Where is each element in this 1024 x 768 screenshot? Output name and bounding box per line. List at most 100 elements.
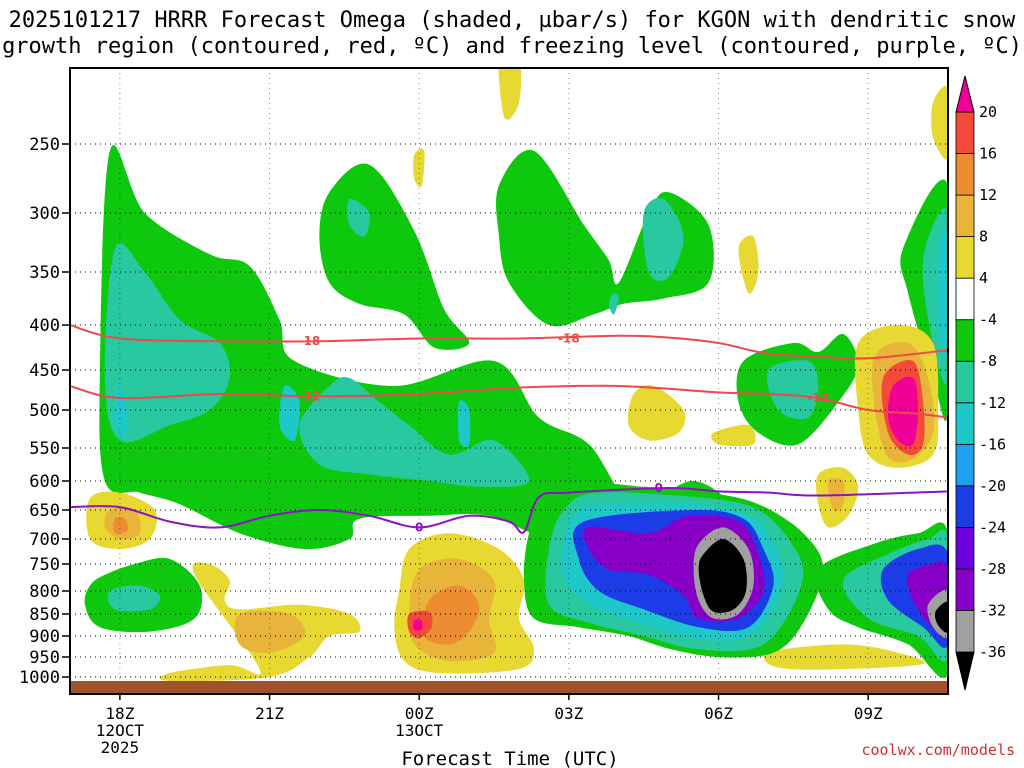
y-tick-label-650: 650 [29, 501, 60, 521]
omega-region-upper-left-teal [104, 242, 231, 443]
y-tick-label-250: 250 [29, 135, 60, 155]
colorbar-segment-7 [955, 360, 975, 404]
omega-region-warm-center-orange [422, 585, 480, 645]
colorbar-label-16: 16 [979, 145, 997, 163]
omega-region-bottom-yellow-right [763, 644, 925, 670]
x-tick-label-18Z-2: 2025 [101, 738, 140, 757]
colorbar-extend-high [955, 75, 975, 113]
colorbar-extend-low [955, 651, 975, 691]
plot-frame [69, 67, 949, 695]
colorbar-label--36: -36 [979, 643, 1006, 661]
omega-region-top-green-1-teal [347, 198, 371, 237]
colorbar-label--8: -8 [979, 352, 997, 370]
colorbar-segment-11 [955, 194, 975, 238]
x-tick-label-03Z-0: 03Z [554, 704, 583, 723]
colorbar-label-20: 20 [979, 103, 997, 121]
omega-region-mid-cyan-1 [279, 385, 300, 442]
omega-region-top-green-2-teal [642, 197, 684, 282]
colorbar-label--24: -24 [979, 518, 1006, 536]
omega-region-lower-orange-mid [234, 610, 306, 654]
y-tick-label-500: 500 [29, 401, 60, 421]
colorbar-segment-8 [955, 319, 975, 362]
colorbar: -36 -32 -28 -24 -20 -16 -12 -8 -4 4 8 12 16 20 [955, 75, 1006, 691]
contour-label-4: 0 [415, 520, 423, 534]
y-tick-label-350: 350 [29, 263, 60, 283]
y-tick-label-300: 300 [29, 204, 60, 224]
y-tick-label-550: 550 [29, 439, 60, 459]
omega-region-lower-left-orange2 [113, 517, 128, 534]
colorbar-label--16: -16 [979, 435, 1006, 453]
colorbar-segment-10 [955, 236, 975, 279]
y-tick-label-900: 900 [29, 627, 60, 647]
y-tick-label-800: 800 [29, 582, 60, 602]
y-tick-label-750: 750 [29, 555, 60, 575]
omega-region-top-green-1 [319, 163, 470, 350]
omega-region-right-mid-teal [766, 360, 819, 420]
colorbar-segment-5 [955, 443, 975, 487]
colorbar-segment-3 [955, 526, 975, 570]
omega-region-right-upper-warm-magenta [887, 376, 919, 447]
contour-label-5: 0 [654, 481, 662, 495]
colorbar-label--32: -32 [979, 601, 1006, 619]
y-tick-label-400: 400 [29, 316, 60, 336]
chart-title-line1: 2025101217 HRRR Forecast Omega (shaded, … [9, 8, 1016, 33]
contour-dgz-minus12 [70, 384, 948, 419]
omega-region-right-cold-black [934, 601, 948, 633]
contour-label-0: -18 [299, 334, 321, 348]
contour-dgz-minus18 [70, 324, 948, 360]
colorbar-label-4: 4 [979, 269, 988, 287]
omega-region-small-yellow-5 [931, 85, 948, 160]
colorbar-segment-4 [955, 485, 975, 528]
colorbar-label-12: 12 [979, 186, 997, 204]
omega-region-small-yellow-3 [498, 68, 522, 120]
omega-shading-layer [84, 68, 948, 682]
colorbar-label--28: -28 [979, 560, 1006, 578]
colorbar-segment-6 [955, 402, 975, 445]
contour-label-3: -12 [807, 391, 829, 405]
x-tick-label-09Z-0: 09Z [854, 704, 883, 723]
omega-region-top-green-2-teal-b [608, 293, 619, 315]
y-tick-label-700: 700 [29, 530, 60, 550]
y-axis: 2503003504004505005506006507007508008509… [19, 135, 70, 688]
colorbar-segment-13 [955, 111, 975, 154]
omega-region-small-yellow-1 [627, 385, 686, 441]
omega-region-mid-cyan-2 [457, 400, 471, 448]
colorbar-segment-12 [955, 153, 975, 196]
colorbar-label-8: 8 [979, 228, 988, 246]
colorbar-label--12: -12 [979, 394, 1006, 412]
colorbar-segment-2 [955, 568, 975, 611]
y-tick-label-950: 950 [29, 648, 60, 668]
chart-title-line2: growth region (contoured, red, ºC) and f… [2, 34, 1022, 59]
omega-region-lower-left-teal [107, 585, 161, 612]
y-tick-label-850: 850 [29, 605, 60, 625]
colorbar-label--4: -4 [979, 311, 997, 329]
x-tick-label-06Z-0: 06Z [704, 704, 733, 723]
contour-freezing-level [70, 486, 948, 534]
colorbar-segment-1 [955, 610, 975, 653]
omega-region-small-yellow-2 [711, 424, 756, 447]
ground-bar [70, 681, 948, 694]
colorbar-label--20: -20 [979, 477, 1006, 495]
x-tick-label-00Z-1: 13OCT [395, 721, 444, 740]
y-tick-label-600: 600 [29, 472, 60, 492]
x-tick-label-21Z-0: 21Z [255, 704, 284, 723]
colorbar-segment-9 [955, 277, 975, 321]
x-axis-label: Forecast Time (UTC) [401, 748, 618, 768]
contour-layer: -18 -18 -12 -12 0 0 [70, 324, 948, 534]
omega-region-mid-teal [299, 376, 530, 488]
contour-label-1: -18 [558, 332, 580, 346]
omega-region-warm-center-magenta [413, 619, 423, 631]
omega-region-small-yellow-6 [413, 148, 425, 187]
omega-region-cold-blue-black [698, 538, 747, 613]
x-tick-label-00Z-0: 00Z [405, 704, 434, 723]
x-tick-label-18Z-0: 18Z [105, 704, 134, 723]
y-tick-label-1000: 1000 [19, 668, 60, 688]
x-tick-label-18Z-1: 12OCT [96, 721, 145, 740]
omega-region-top-green-2 [496, 149, 714, 327]
y-tick-label-450: 450 [29, 361, 60, 381]
contour-label-2: -12 [299, 389, 321, 403]
credit-text: coolwx.com/models [861, 741, 1015, 759]
omega-region-small-yellow-4 [738, 235, 759, 294]
